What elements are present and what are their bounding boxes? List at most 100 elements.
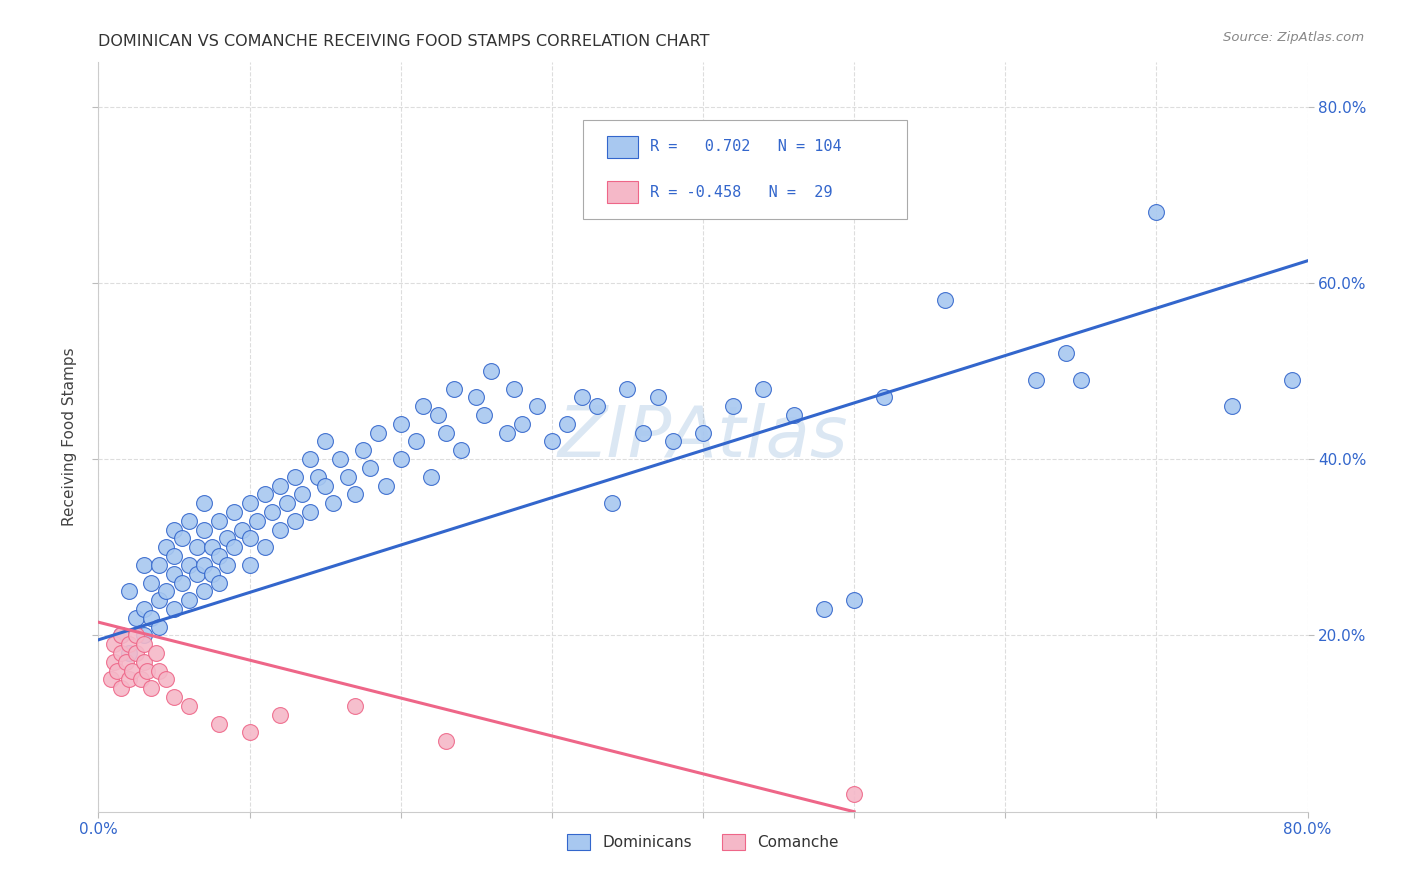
Point — [179, 514, 201, 528]
Point — [239, 558, 262, 572]
Point — [100, 673, 122, 687]
Point — [132, 637, 155, 651]
Point — [420, 469, 443, 483]
Point — [752, 382, 775, 396]
Point — [118, 646, 141, 660]
Point — [269, 478, 291, 492]
Point — [224, 541, 246, 555]
Point — [155, 673, 177, 687]
Point — [118, 673, 141, 687]
Point — [661, 434, 683, 449]
Point — [148, 664, 170, 678]
Point — [314, 478, 336, 492]
Point — [163, 523, 186, 537]
Point — [110, 628, 132, 642]
Point — [239, 532, 262, 546]
Text: DOMINICAN VS COMANCHE RECEIVING FOOD STAMPS CORRELATION CHART: DOMINICAN VS COMANCHE RECEIVING FOOD STA… — [98, 34, 710, 49]
Point — [1220, 399, 1243, 413]
Point — [201, 541, 224, 555]
Point — [647, 391, 669, 405]
Point — [723, 399, 745, 413]
Point — [472, 408, 495, 422]
Point — [170, 575, 193, 590]
Point — [616, 382, 638, 396]
Point — [571, 391, 593, 405]
Point — [344, 487, 367, 501]
Point — [105, 664, 128, 678]
Point — [186, 566, 208, 581]
Point — [322, 496, 344, 510]
Point — [193, 496, 215, 510]
Point — [314, 434, 336, 449]
Point — [163, 566, 186, 581]
Point — [148, 619, 170, 633]
Point — [118, 584, 141, 599]
Point — [434, 425, 457, 440]
Point — [1024, 373, 1046, 387]
Point — [389, 452, 412, 467]
Point — [155, 584, 177, 599]
Point — [125, 646, 148, 660]
Point — [239, 725, 262, 739]
Point — [555, 417, 578, 431]
Point — [374, 478, 396, 492]
Point — [186, 541, 208, 555]
Point — [276, 496, 298, 510]
Point — [148, 593, 170, 607]
Point — [155, 541, 177, 555]
Point — [291, 487, 314, 501]
Point — [193, 558, 215, 572]
Point — [389, 417, 412, 431]
Point — [360, 461, 382, 475]
Point — [262, 505, 284, 519]
Y-axis label: Receiving Food Stamps: Receiving Food Stamps — [62, 348, 77, 526]
Point — [208, 716, 231, 731]
Point — [934, 293, 956, 308]
Point — [1281, 373, 1303, 387]
Point — [253, 541, 276, 555]
Point — [844, 787, 866, 801]
Point — [427, 408, 450, 422]
Point — [224, 505, 246, 519]
Point — [103, 637, 125, 651]
Point — [844, 593, 866, 607]
Point — [434, 734, 457, 748]
Text: R = -0.458   N =  29: R = -0.458 N = 29 — [650, 185, 832, 200]
Point — [135, 664, 157, 678]
Point — [145, 646, 167, 660]
Point — [179, 558, 201, 572]
Legend: Dominicans, Comanche: Dominicans, Comanche — [561, 829, 845, 856]
Point — [163, 690, 186, 705]
Point — [631, 425, 654, 440]
Point — [352, 443, 374, 458]
Point — [443, 382, 465, 396]
Point — [495, 425, 517, 440]
Point — [344, 698, 367, 713]
Point — [299, 505, 322, 519]
Point — [118, 637, 141, 651]
Point — [141, 681, 163, 696]
Point — [503, 382, 526, 396]
Point — [125, 611, 148, 625]
Point — [215, 558, 238, 572]
Point — [141, 611, 163, 625]
Point — [586, 399, 609, 413]
Point — [269, 523, 291, 537]
Point — [412, 399, 434, 413]
Point — [299, 452, 322, 467]
Point — [329, 452, 352, 467]
Text: Source: ZipAtlas.com: Source: ZipAtlas.com — [1223, 31, 1364, 45]
Point — [208, 575, 231, 590]
Point — [253, 487, 276, 501]
Point — [602, 496, 624, 510]
Point — [163, 549, 186, 563]
Point — [526, 399, 548, 413]
Point — [129, 673, 152, 687]
Point — [1144, 205, 1167, 219]
Point — [110, 628, 132, 642]
Point — [179, 698, 201, 713]
Point — [692, 425, 714, 440]
Point — [367, 425, 389, 440]
Point — [110, 681, 132, 696]
Point — [132, 655, 155, 669]
